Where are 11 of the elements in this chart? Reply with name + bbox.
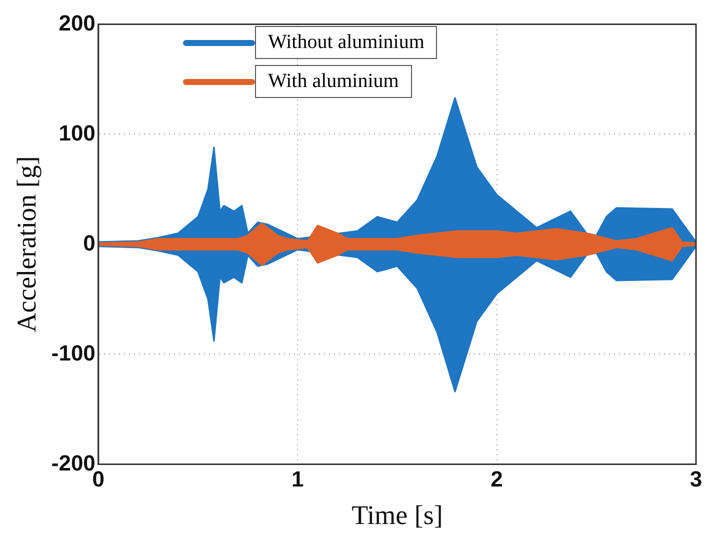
y-tick-label: 200 — [58, 10, 96, 36]
y-tick-label: -100 — [51, 340, 96, 366]
y-tick-label: 100 — [58, 120, 96, 146]
x-axis-title: Time [s] — [352, 500, 443, 530]
y-tick-label: 0 — [83, 230, 96, 256]
x-tick-label: 1 — [291, 466, 304, 492]
y-axis-title: Acceleration [g] — [11, 156, 42, 332]
x-tick-label: 3 — [690, 466, 702, 492]
legend-label: Without aluminium — [255, 26, 438, 59]
legend-label: With aluminium — [255, 65, 412, 98]
x-tick-label: 2 — [490, 466, 503, 492]
